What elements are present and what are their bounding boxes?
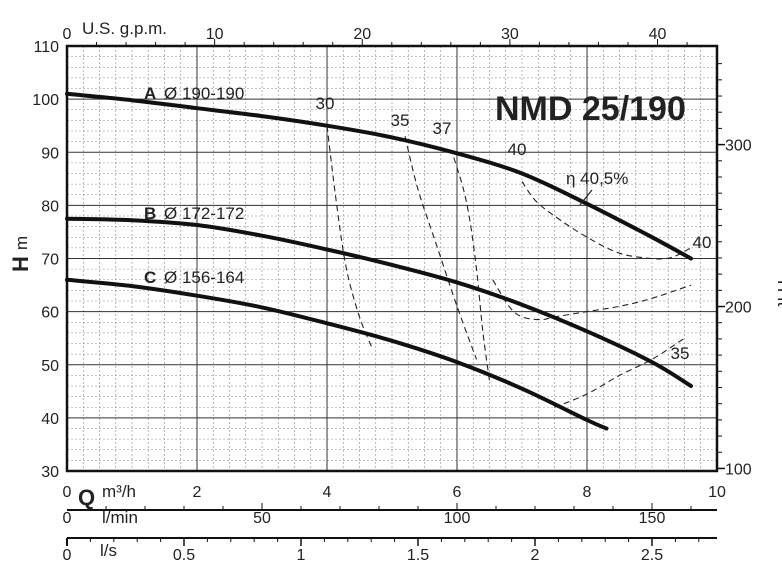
x-ls-tick-label: 1.5 xyxy=(407,547,429,564)
efficiency-label-30: 30 xyxy=(316,94,335,113)
x-ls-tick-label: 0.5 xyxy=(173,547,195,564)
x-gpm-tick-label: 30 xyxy=(501,26,519,43)
y-axis-h-label: H xyxy=(8,256,33,272)
pump-curve-B xyxy=(65,216,693,388)
pump-curve-A xyxy=(65,91,693,261)
efficiency-peak-annotation: η 40,5% xyxy=(566,169,628,188)
curve-impeller-A: Ø 190-190 xyxy=(164,84,244,103)
x-m3h-tick-label: 2 xyxy=(193,484,202,501)
efficiency-label-35: 35 xyxy=(671,344,690,363)
curve-impeller-C: Ø 156-164 xyxy=(164,268,244,287)
y-right-axis-label: H ft xyxy=(774,280,782,307)
curve-label-B: B xyxy=(144,204,156,223)
efficiency-label-35: 35 xyxy=(391,111,410,130)
x-ls-tick-label: 2 xyxy=(531,547,540,564)
y-right-tick-label: 300 xyxy=(725,138,752,155)
grid xyxy=(66,45,718,472)
pump-curve-C xyxy=(65,277,609,431)
x-ls-tick-label: 1 xyxy=(297,547,306,564)
x-gpm-tick-label: 10 xyxy=(206,26,224,43)
y-tick-label: 50 xyxy=(41,358,59,375)
efficiency-label-40: 40 xyxy=(508,140,527,159)
x-m3h-tick-label: 4 xyxy=(323,484,332,501)
x-lmin-axis-label: l/min xyxy=(102,508,138,527)
y-tick-label: 80 xyxy=(41,198,59,215)
y-tick-label: 100 xyxy=(32,92,59,109)
x-gpm-axis-label: U.S. g.p.m. xyxy=(82,19,167,38)
x-gpm-tick-label: 20 xyxy=(353,26,371,43)
chart-labels: NMD 25/190 U.S. g.p.m. Q m³/h l/min l/s … xyxy=(8,19,782,560)
y-tick-label: 70 xyxy=(41,252,59,269)
x-m3h-tick-label: 10 xyxy=(708,484,726,501)
y-tick-label: 110 xyxy=(33,39,59,56)
curve-label-A: A xyxy=(144,84,156,103)
efficiency-line-40 xyxy=(521,181,692,260)
efficiency-line-30 xyxy=(326,125,374,350)
efficiency-line-37 xyxy=(453,157,491,381)
x-m3h-tick-label: 6 xyxy=(453,484,462,501)
y-right-tick-label: 100 xyxy=(725,461,752,478)
x-lmin-tick-label: 50 xyxy=(253,510,271,527)
chart-title: NMD 25/190 xyxy=(495,90,686,128)
x-m3h-tick-label: 8 xyxy=(583,484,592,501)
y-axis-unit-label: m xyxy=(12,236,31,250)
x-gpm-tick-label: 0 xyxy=(63,26,72,43)
efficiency-line-40 xyxy=(492,279,692,321)
x-lmin-tick-label: 150 xyxy=(639,510,666,527)
y-tick-label: 30 xyxy=(41,464,59,481)
curve-label-C: C xyxy=(144,268,156,287)
y-tick-label: 60 xyxy=(41,305,59,322)
x-lmin-tick-label: 100 xyxy=(444,510,471,527)
x-m3h-tick-label: 0 xyxy=(63,484,72,501)
annotation-leader xyxy=(579,189,593,206)
x-gpm-tick-label: 40 xyxy=(649,26,667,43)
efficiency-lines xyxy=(326,125,692,408)
x-lmin-tick-label: 0 xyxy=(63,510,72,527)
x-m3h-unit-label: m³/h xyxy=(102,482,136,501)
efficiency-line-35 xyxy=(554,337,685,408)
y-right-tick-label: 200 xyxy=(725,300,752,317)
axis-frames xyxy=(65,39,725,546)
x-axis-q-label: Q xyxy=(78,485,95,510)
y-tick-label: 40 xyxy=(41,411,59,428)
pump-curves xyxy=(65,91,693,431)
x-ls-tick-label: 0 xyxy=(63,547,72,564)
efficiency-label-40: 40 xyxy=(693,233,712,252)
x-ls-tick-label: 2.5 xyxy=(641,547,663,564)
curve-impeller-B: Ø 172-172 xyxy=(164,204,244,223)
y-tick-label: 90 xyxy=(41,145,59,162)
x-ls-axis-label: l/s xyxy=(100,541,117,560)
efficiency-label-37: 37 xyxy=(433,119,452,138)
